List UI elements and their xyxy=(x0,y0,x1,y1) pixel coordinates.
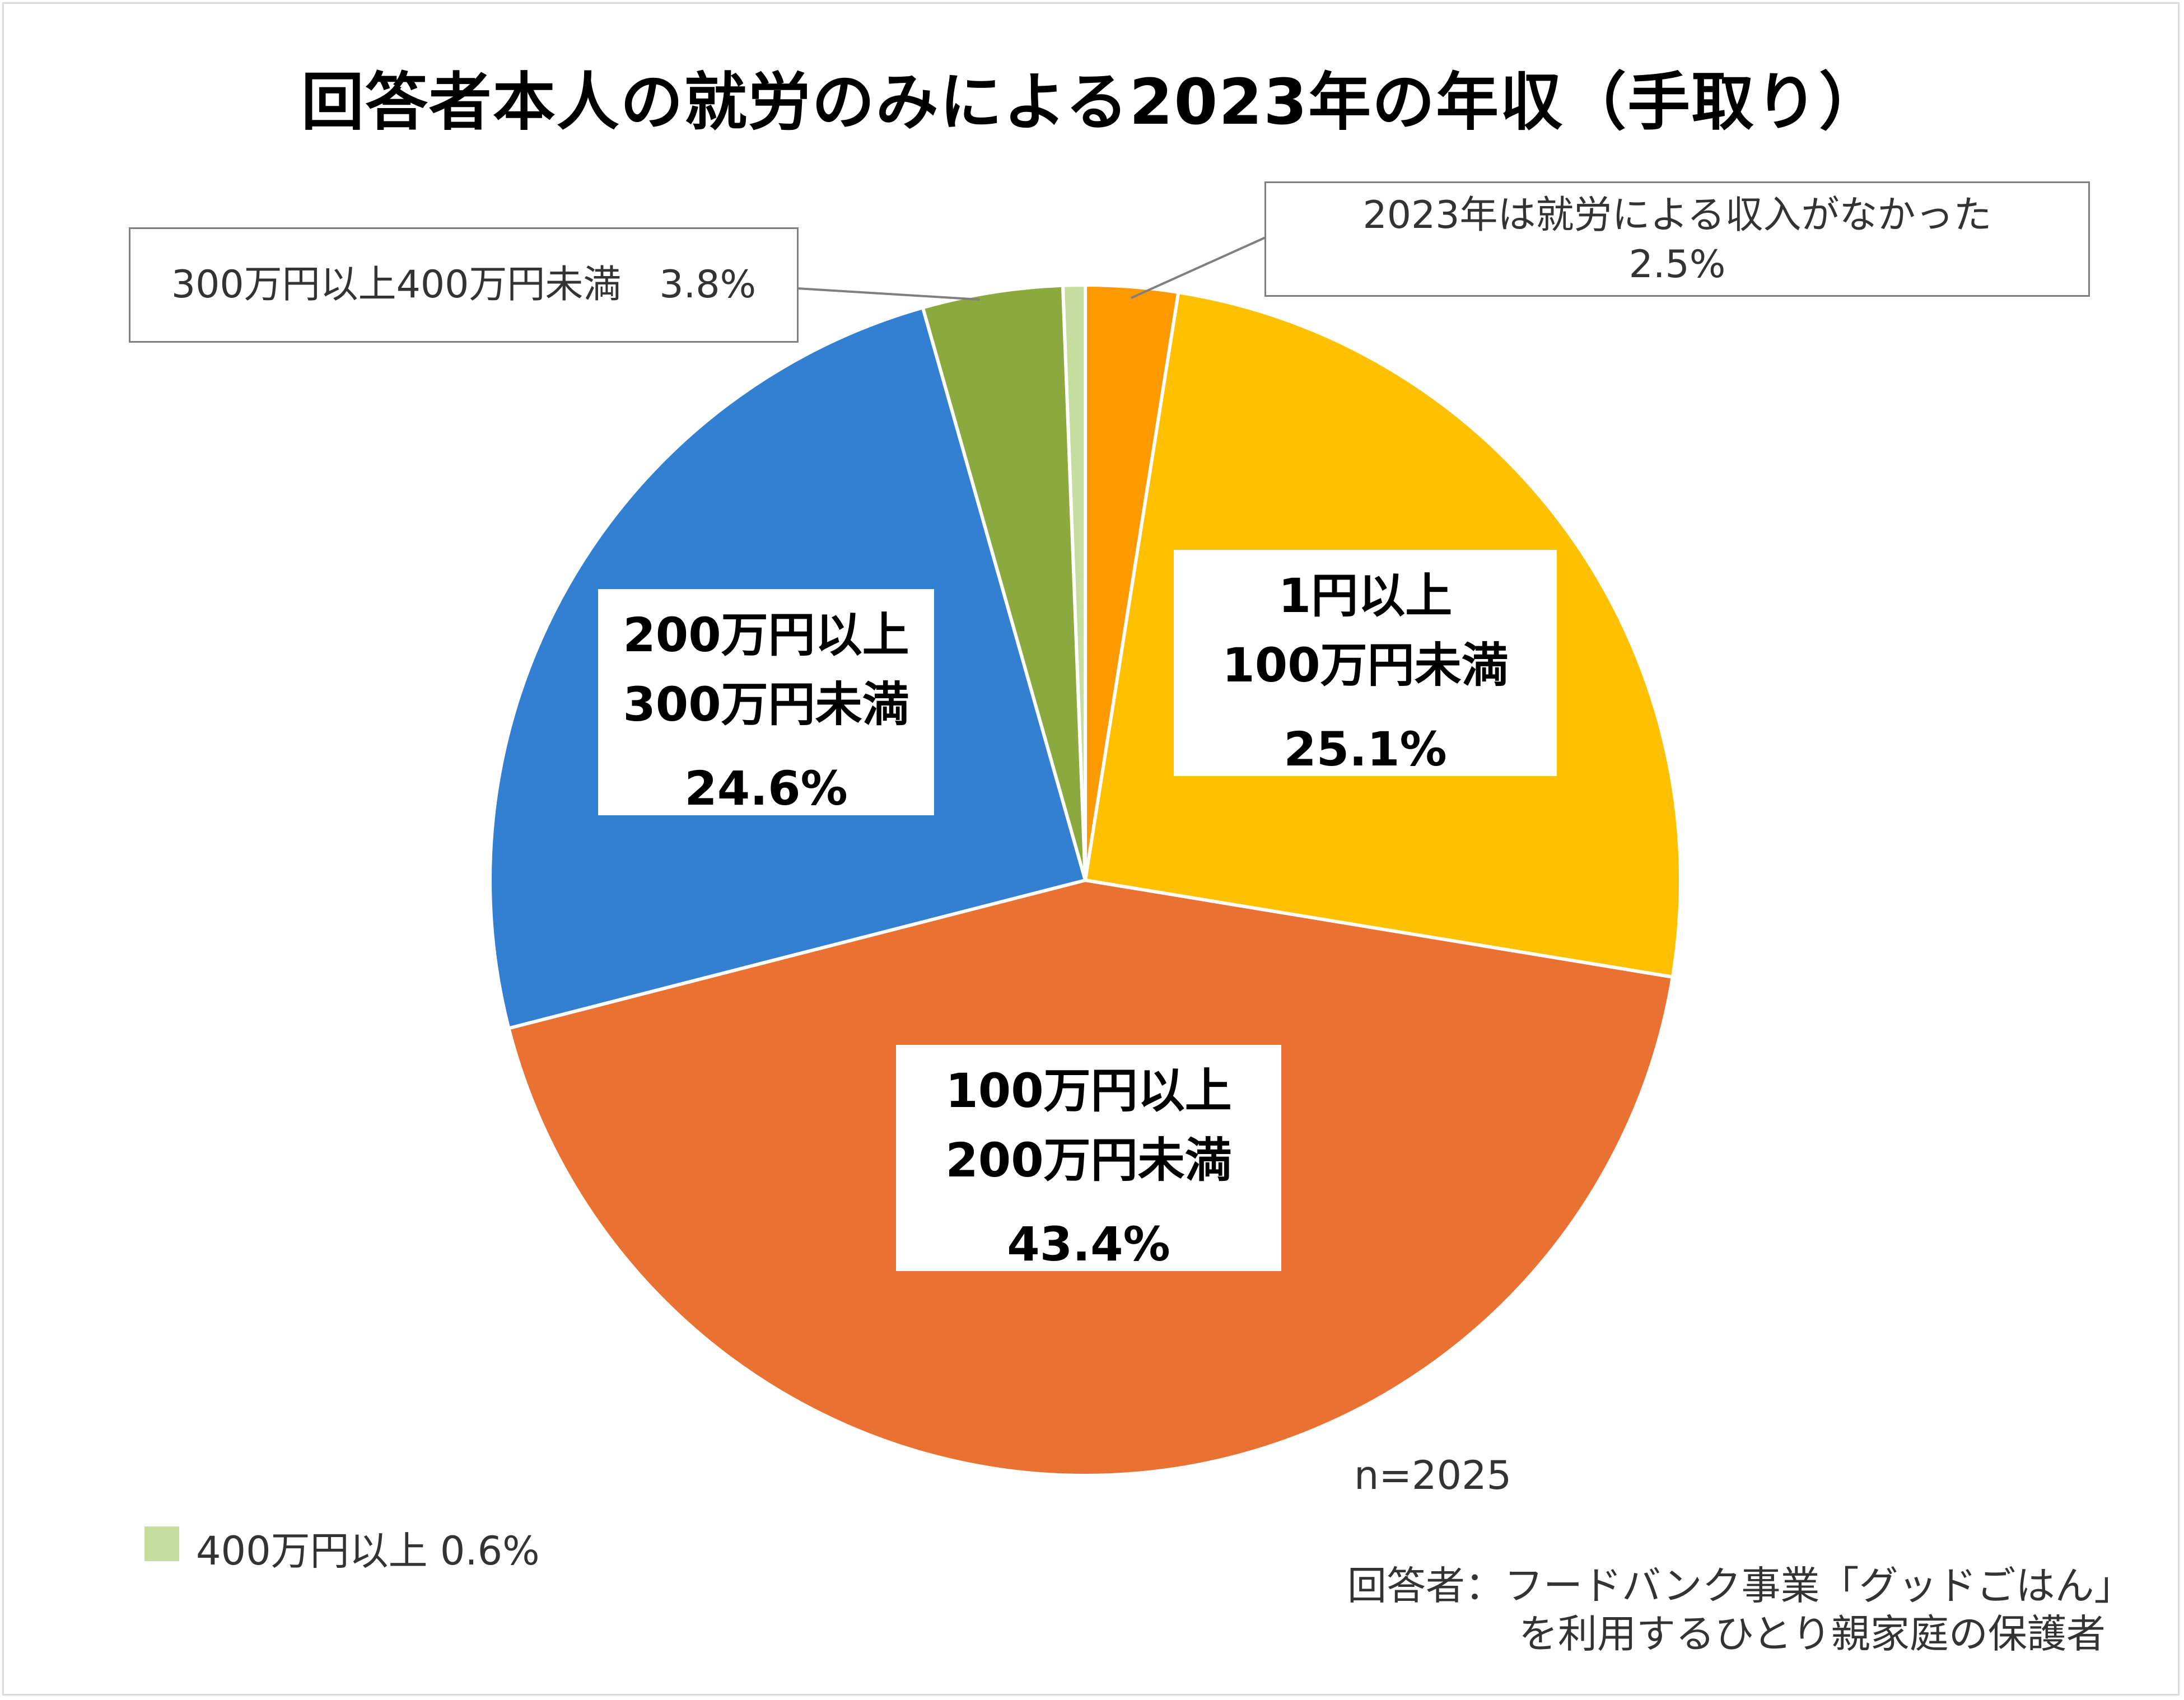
data-label-100-200: 100万円以上 200万円未満 43.4% xyxy=(896,1045,1281,1272)
chart-title: 回答者本人の就労のみによる2023年の年収（手取り） xyxy=(301,66,1883,139)
legend-label-400-plus: 400万円以上 0.6% xyxy=(196,1528,540,1574)
respondent-note-line2: を利用するひとり親家庭の保護者 xyxy=(1519,1611,2106,1657)
data-label-no-income: 2023年は就労による収入がなかった 2.5% xyxy=(1264,181,2090,297)
data-label-1-100-line2: 100万円未満 xyxy=(1222,638,1509,693)
data-label-100-200-percent: 43.4% xyxy=(1007,1217,1170,1272)
legend-swatch-400-plus xyxy=(144,1526,179,1561)
data-label-100-200-line1: 100万円以上 xyxy=(945,1063,1232,1118)
data-label-200-300-percent: 24.6% xyxy=(684,761,848,816)
data-label-1-100: 1円以上 100万円未満 25.1% xyxy=(1174,550,1557,777)
data-label-200-300: 200万円以上 300万円未満 24.6% xyxy=(598,589,934,816)
leader-line-no-income xyxy=(1131,236,1267,299)
leader-line-300-400 xyxy=(797,287,981,301)
data-label-1-100-line1: 1円以上 xyxy=(1278,568,1453,623)
data-label-no-income-percent: 2.5% xyxy=(1628,242,1726,287)
sample-size: n=2025 xyxy=(1354,1453,1512,1498)
data-label-1-100-percent: 25.1% xyxy=(1284,722,1447,777)
data-label-100-200-line2: 200万円未満 xyxy=(945,1133,1232,1188)
data-label-300-400: 300万円以上400万円未満 3.8% xyxy=(129,227,799,343)
data-label-200-300-line2: 300万円未満 xyxy=(623,677,909,732)
pie-slice-300-400 xyxy=(921,283,1087,882)
respondent-note-line1: 回答者：フードバンク事業「グッドごはん」 xyxy=(1347,1563,2134,1609)
data-label-300-400-text: 300万円以上400万円未満 3.8% xyxy=(171,263,757,307)
data-label-200-300-line1: 200万円以上 xyxy=(623,608,909,662)
pie-slice-400-plus xyxy=(1061,283,1087,882)
data-label-no-income-category: 2023年は就労による収入がなかった xyxy=(1362,193,1992,237)
